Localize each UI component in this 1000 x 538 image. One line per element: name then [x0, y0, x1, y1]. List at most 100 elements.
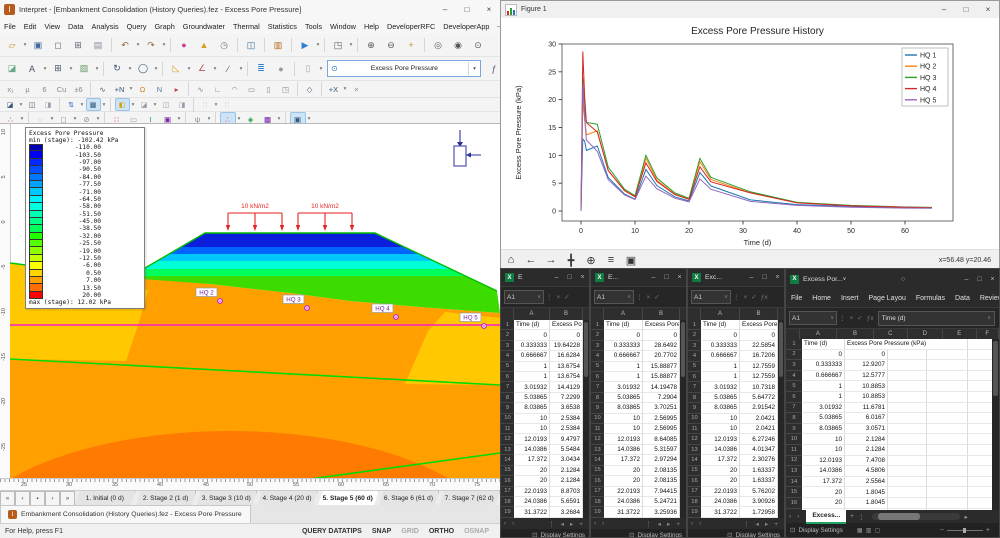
- cell[interactable]: 14.0386: [802, 466, 845, 477]
- cell[interactable]: 20: [701, 466, 740, 476]
- cell[interactable]: 20: [802, 498, 845, 509]
- ribbon-tab-review[interactable]: Review: [980, 295, 1000, 302]
- row-header[interactable]: 5: [688, 362, 701, 372]
- cell[interactable]: 0.333333: [701, 341, 740, 351]
- menu-thermal[interactable]: Thermal: [229, 22, 264, 31]
- menu-graph[interactable]: Graph: [151, 22, 179, 31]
- dropdown-caret-icon[interactable]: ▾: [318, 66, 324, 72]
- status-toggle-grid[interactable]: GRID: [396, 528, 424, 535]
- sheet-nav-arrow[interactable]: ‹: [504, 520, 506, 527]
- row-header[interactable]: 10: [591, 414, 604, 424]
- add-query-icon[interactable]: +N: [112, 82, 128, 96]
- page-layout-view-icon[interactable]: ▥: [866, 527, 875, 534]
- cell[interactable]: 3.70251: [643, 403, 680, 413]
- sheet-nav-arrow[interactable]: ‹: [789, 513, 791, 520]
- cell[interactable]: 12.9207: [845, 360, 888, 371]
- name-box[interactable]: A1∨: [504, 290, 544, 304]
- sheet-nav-arrow[interactable]: ›: [797, 513, 799, 520]
- shape-tool-icon[interactable]: ◯: [134, 59, 153, 78]
- cell[interactable]: 4.01347: [740, 445, 778, 455]
- maximize-button[interactable]: □: [758, 271, 771, 284]
- dropdown-caret-icon[interactable]: ▾: [68, 66, 74, 72]
- cell[interactable]: [927, 403, 968, 414]
- stage-tab[interactable]: 3. Stage 3 (10 d): [196, 491, 257, 506]
- dropdown-caret-icon[interactable]: ▾: [19, 116, 25, 122]
- cell[interactable]: 16.7206: [740, 351, 778, 361]
- sheet-nav-arrow[interactable]: ‹: [691, 520, 693, 527]
- row-header[interactable]: 18: [501, 497, 514, 507]
- cell[interactable]: 1.8045: [845, 487, 888, 498]
- cell[interactable]: 3.6538: [550, 403, 583, 413]
- status-toggle-osnap[interactable]: OSNAP: [459, 528, 494, 535]
- cell[interactable]: [888, 445, 927, 456]
- column-header-a[interactable]: A: [800, 329, 837, 339]
- maximize-button[interactable]: □: [456, 1, 478, 17]
- minimize-button[interactable]: –: [647, 271, 660, 284]
- excel-titlebar[interactable]: XExcess Por... ∨○–□×: [786, 269, 999, 289]
- dropdown-caret-icon[interactable]: ▾: [238, 66, 244, 72]
- image-tool-icon[interactable]: ▨: [75, 59, 94, 78]
- dropdown-caret-icon[interactable]: ▾: [213, 102, 219, 108]
- cell[interactable]: [888, 434, 927, 445]
- row-header[interactable]: 5: [501, 362, 514, 372]
- cell[interactable]: 24.0386: [604, 497, 643, 507]
- cell[interactable]: 5.64772: [740, 393, 778, 403]
- cell[interactable]: 2.1284: [845, 434, 888, 445]
- cell[interactable]: 22.5854: [740, 341, 778, 351]
- cancel-icon[interactable]: ×: [647, 294, 651, 301]
- menu-dots-icon[interactable]: ⋮: [858, 513, 865, 521]
- cell[interactable]: 2.1284: [550, 476, 583, 486]
- cell[interactable]: 5.76202: [740, 487, 778, 497]
- cell[interactable]: [888, 477, 927, 488]
- row-header[interactable]: 8: [501, 393, 514, 403]
- cell[interactable]: 20: [604, 466, 643, 476]
- row-header[interactable]: 1: [688, 320, 701, 330]
- column-header-b[interactable]: B: [740, 308, 778, 320]
- cell[interactable]: [888, 456, 927, 467]
- column-header-b[interactable]: B: [643, 308, 680, 320]
- fill-copy-icon[interactable]: ◫: [159, 98, 174, 111]
- zoom-window-icon[interactable]: ◉: [449, 36, 468, 55]
- sheet-nav-arrow[interactable]: ›: [512, 520, 514, 527]
- dropdown-caret-icon[interactable]: ▾: [72, 116, 78, 122]
- row-header[interactable]: 16: [688, 476, 701, 486]
- cell[interactable]: 3.01932: [701, 382, 740, 392]
- cell[interactable]: 10: [604, 424, 643, 434]
- cell[interactable]: 3.2684: [550, 507, 583, 517]
- cell[interactable]: 6.27246: [740, 434, 778, 444]
- menu-edit[interactable]: Edit: [20, 22, 41, 31]
- sheet-grid[interactable]: AB1Time (d)Excess Pore P20030.33333322.5…: [688, 308, 784, 518]
- sheet-nav-arrow[interactable]: ›: [699, 520, 701, 527]
- row-header[interactable]: 1: [786, 339, 802, 350]
- graph-rect-icon[interactable]: ▭: [244, 82, 260, 96]
- close-button[interactable]: ×: [977, 2, 999, 18]
- row-header[interactable]: 16: [501, 476, 514, 486]
- cell[interactable]: 5.31597: [643, 445, 680, 455]
- six-icon[interactable]: 6: [37, 82, 53, 96]
- rotate-tool-icon[interactable]: ↻: [108, 59, 127, 78]
- row-header[interactable]: 19: [591, 507, 604, 517]
- cell[interactable]: [927, 498, 968, 509]
- cell[interactable]: 17.372: [604, 455, 643, 465]
- dropdown-caret-icon[interactable]: ▾: [94, 66, 100, 72]
- cell[interactable]: 31.3722: [701, 507, 740, 517]
- row-header[interactable]: 7: [591, 382, 604, 392]
- cell[interactable]: [927, 509, 968, 511]
- cell[interactable]: 5.03865: [604, 393, 643, 403]
- cell[interactable]: 0.333333: [514, 341, 550, 351]
- interpret-titlebar[interactable]: I Interpret - [Embankment Consolidation …: [0, 0, 500, 19]
- cell[interactable]: 10: [701, 414, 740, 424]
- zoom-extents-icon[interactable]: ◳: [329, 36, 348, 55]
- display-settings-label[interactable]: Display Settings: [541, 532, 585, 538]
- row-header[interactable]: 2: [501, 330, 514, 340]
- cell[interactable]: 14.19478: [643, 382, 680, 392]
- sheet-nav-arrow[interactable]: ‹: [594, 520, 596, 527]
- cell[interactable]: 0.666667: [514, 351, 550, 361]
- cell[interactable]: 17.372: [514, 455, 550, 465]
- cell[interactable]: 12.0193: [802, 456, 845, 467]
- dropdown-caret-icon[interactable]: ▾: [130, 102, 136, 108]
- cell[interactable]: 5.03865: [701, 393, 740, 403]
- cell[interactable]: 24.0386: [514, 497, 550, 507]
- cell[interactable]: 0: [740, 330, 778, 340]
- row-header[interactable]: 3: [688, 341, 701, 351]
